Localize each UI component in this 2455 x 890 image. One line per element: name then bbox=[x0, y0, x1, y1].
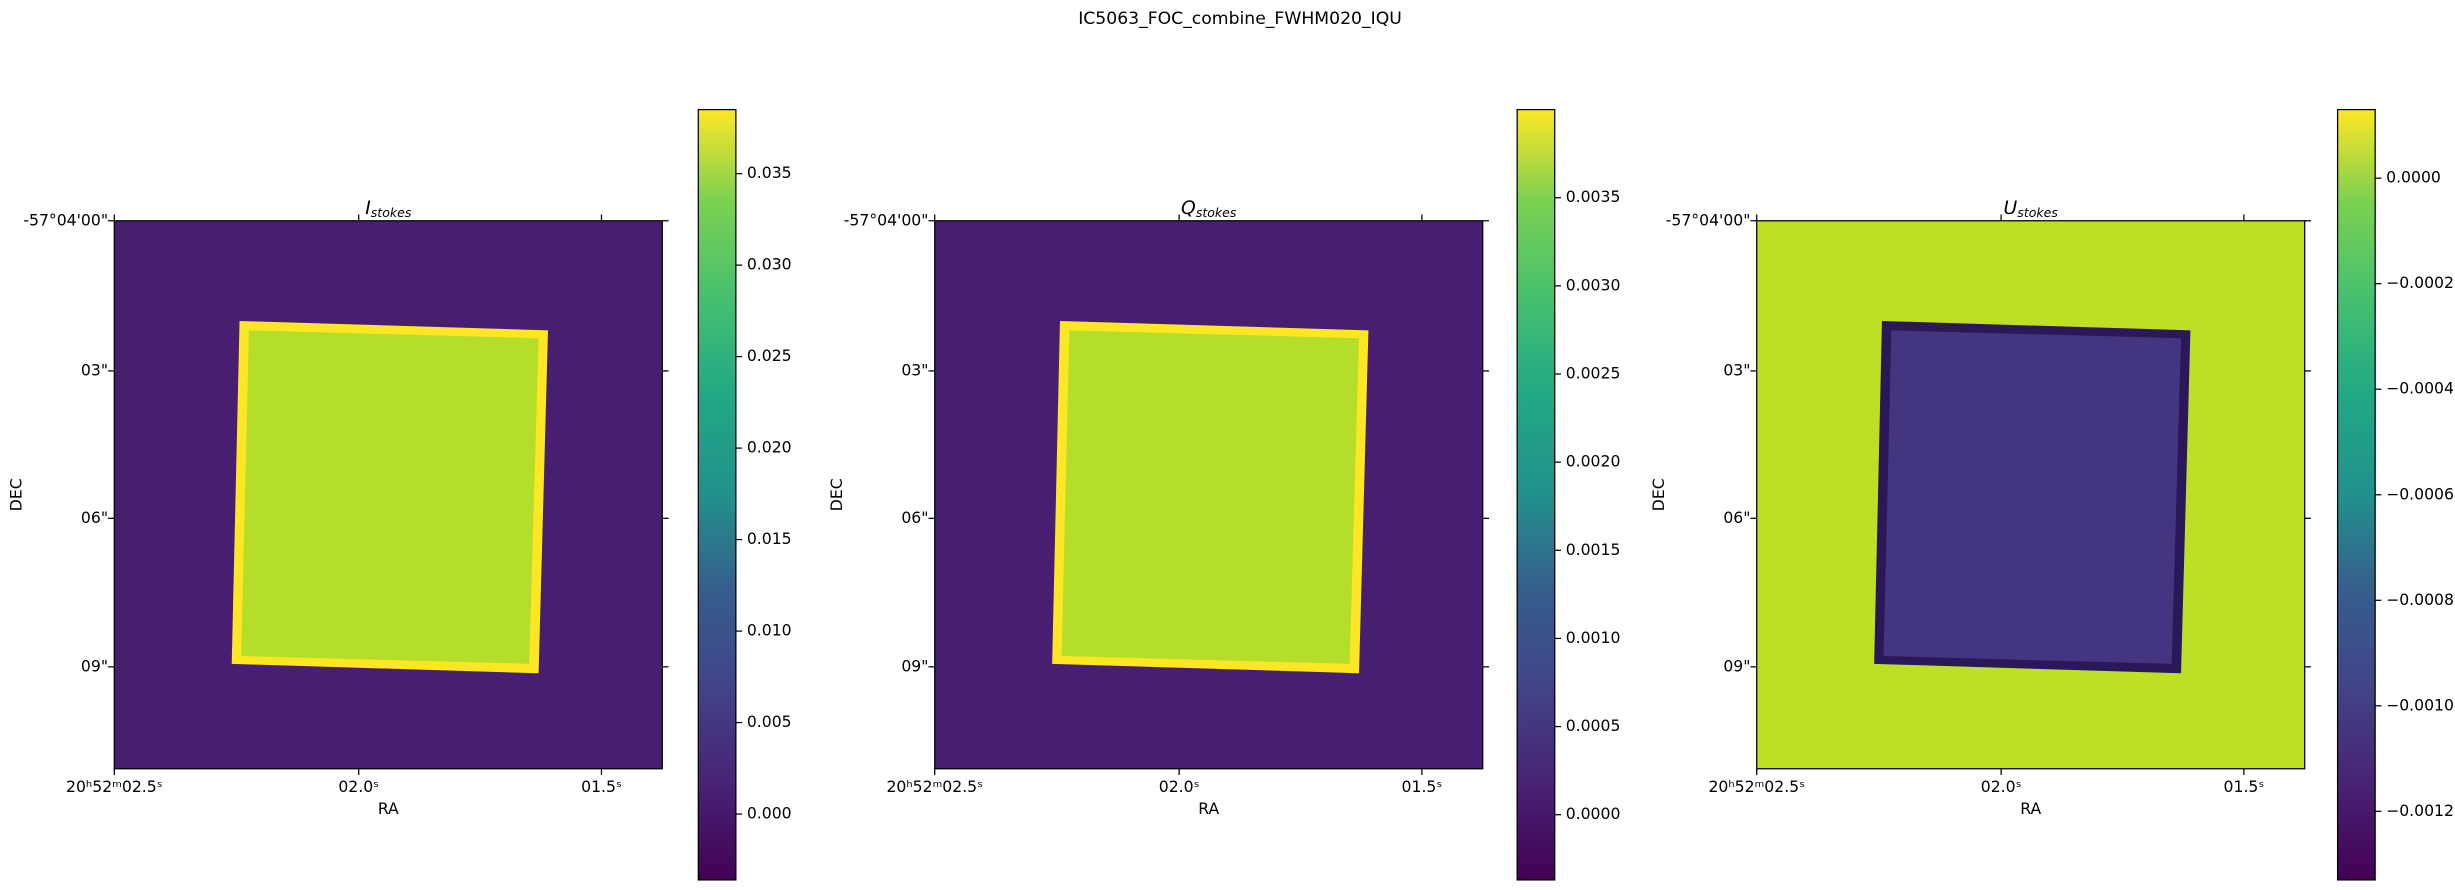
colorbar-tick-label: 0.020 bbox=[747, 438, 792, 457]
y-tick-label: -57°04'00" bbox=[844, 210, 929, 229]
colorbar-tick-label: 0.035 bbox=[747, 163, 792, 182]
y-tick-label: 06" bbox=[81, 508, 108, 527]
y-tick-label: -57°04'00" bbox=[23, 210, 108, 229]
y-tick-label: 06" bbox=[1723, 508, 1750, 527]
colorbar bbox=[697, 108, 737, 881]
y-tick-label: 03" bbox=[901, 360, 928, 379]
y-tick-label: -57°04'00" bbox=[1666, 210, 1751, 229]
x-tick-label: 02.0ˢ bbox=[1159, 777, 1200, 796]
colorbar-tick-label: −0.0008 bbox=[2386, 590, 2454, 609]
y-tick-label: 03" bbox=[81, 360, 108, 379]
colorbar-tick-label: 0.0005 bbox=[1566, 716, 1621, 735]
image-square bbox=[241, 330, 539, 664]
x-tick-label: 20ʰ52ᵐ02.5ˢ bbox=[66, 777, 163, 796]
image-frame bbox=[113, 220, 663, 770]
y-tick-label: 09" bbox=[901, 656, 928, 675]
colorbar-tick-label: −0.0004 bbox=[2386, 379, 2454, 398]
colorbar-tick-label: −0.0006 bbox=[2386, 484, 2454, 503]
colorbar-tick-label: 0.030 bbox=[747, 255, 792, 274]
figure-title: IC5063_FOC_combine_FWHM020_IQU bbox=[1078, 9, 1402, 29]
colorbar-tick-label: 0.0000 bbox=[2386, 168, 2441, 187]
y-axis-label: DEC bbox=[7, 478, 26, 511]
image-square bbox=[1061, 330, 1360, 664]
colorbar-tick-label: 0.000 bbox=[747, 804, 792, 823]
image-frame bbox=[1756, 220, 2306, 770]
y-tick-label: 09" bbox=[1723, 656, 1750, 675]
colorbar-tick-label: 0.0015 bbox=[1566, 540, 1621, 559]
x-tick-label: 01.5ˢ bbox=[581, 777, 622, 796]
panel-title: Qstokes bbox=[1181, 198, 1237, 220]
x-tick-label: 20ʰ52ᵐ02.5ˢ bbox=[1708, 777, 1805, 796]
colorbar-tick-label: 0.015 bbox=[747, 529, 792, 548]
image-frame bbox=[934, 220, 1484, 770]
colorbar-tick-label: 0.010 bbox=[747, 621, 792, 640]
panel-title-sub: stokes bbox=[2017, 204, 2058, 219]
panel-title-main: I bbox=[365, 198, 371, 219]
panel-title-main: Q bbox=[1181, 198, 1196, 219]
x-axis-label: RA bbox=[2020, 799, 2041, 818]
colorbar bbox=[2336, 108, 2376, 881]
x-tick-label: 02.0ˢ bbox=[1981, 777, 2022, 796]
figure-content: IC5063_FOC_combine_FWHM020_IQU Istokes 20… bbox=[7, 9, 2454, 881]
colorbar-tick-label: 0.005 bbox=[747, 712, 792, 731]
image-square bbox=[1883, 330, 2182, 664]
panel-title: Ustokes bbox=[2004, 198, 2059, 220]
panel: Qstokes 20ʰ52ᵐ02.5ˢ 02.0ˢ 01.5ˢ -57°04'00" 03… bbox=[827, 108, 1621, 881]
y-axis-label: DEC bbox=[1649, 478, 1668, 511]
colorbar-tick-label: 0.0010 bbox=[1566, 628, 1621, 647]
panel: Ustokes 20ʰ52ᵐ02.5ˢ 02.0ˢ 01.5ˢ -57°04'00" 03… bbox=[1649, 108, 2454, 881]
colorbar-tick-label: 0.0000 bbox=[1566, 804, 1621, 823]
y-tick-label: 06" bbox=[901, 508, 928, 527]
colorbar-tick-label: 0.0020 bbox=[1566, 452, 1621, 471]
y-tick-label: 09" bbox=[81, 656, 108, 675]
panel-title-main: U bbox=[2004, 198, 2018, 219]
panel: Istokes 20ʰ52ᵐ02.5ˢ 02.0ˢ 01.5ˢ -57°04'00" 03… bbox=[7, 108, 792, 881]
colorbar-tick-label: −0.0012 bbox=[2386, 801, 2454, 820]
x-axis-label: RA bbox=[378, 799, 399, 818]
colorbar-tick-label: 0.0030 bbox=[1566, 275, 1621, 294]
x-tick-label: 20ʰ52ᵐ02.5ˢ bbox=[886, 777, 983, 796]
y-tick-label: 03" bbox=[1723, 360, 1750, 379]
colorbar bbox=[1516, 108, 1556, 881]
x-tick-label: 02.0ˢ bbox=[338, 777, 379, 796]
colorbar-tick-label: −0.0002 bbox=[2386, 273, 2454, 292]
colorbar-tick-label: 0.025 bbox=[747, 346, 792, 365]
x-tick-label: 01.5ˢ bbox=[1402, 777, 1443, 796]
colorbar-tick-label: 0.0035 bbox=[1566, 187, 1621, 206]
panel-title: Istokes bbox=[365, 198, 412, 220]
x-tick-label: 01.5ˢ bbox=[2224, 777, 2265, 796]
panel-title-sub: stokes bbox=[371, 204, 412, 219]
colorbar-tick-label: 0.0025 bbox=[1566, 364, 1621, 383]
panel-title-sub: stokes bbox=[1196, 204, 1237, 219]
y-axis-label: DEC bbox=[827, 478, 846, 511]
x-axis-label: RA bbox=[1198, 799, 1219, 818]
colorbar-tick-label: −0.0010 bbox=[2386, 695, 2454, 714]
